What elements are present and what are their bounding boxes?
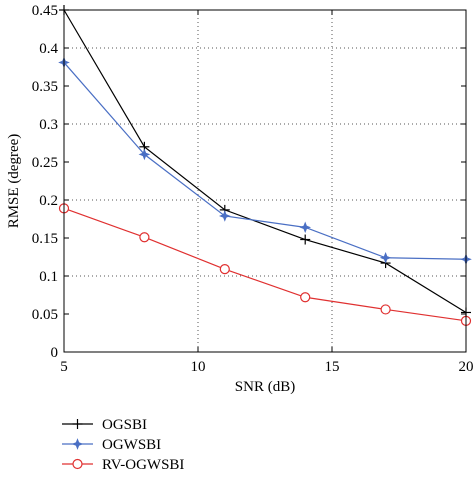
series-group [58, 5, 472, 326]
series-ogwsbi [58, 56, 472, 266]
y-tick-label: 0.1 [39, 269, 58, 285]
legend-label: OGWSBI [102, 437, 161, 453]
grid [64, 10, 466, 352]
plus-marker [72, 419, 83, 429]
y-tick-label: 0.45 [32, 3, 58, 19]
legend-label: RV-OGWSBI [102, 457, 184, 473]
legend: OGSBI OGWSBI RV-OGWSBI [62, 417, 184, 473]
y-tick-label: 0.3 [39, 117, 58, 133]
series-ogsbi [59, 5, 471, 318]
y-tick-label: 0.4 [39, 41, 58, 57]
x-tick-label: 10 [191, 359, 206, 375]
plot-frame [63, 9, 467, 353]
legend-item: OGWSBI [62, 437, 161, 453]
circle-marker [300, 292, 311, 303]
x-tick-label: 5 [60, 359, 68, 375]
star-marker [299, 221, 312, 234]
series-line [63, 207, 467, 322]
star-marker [71, 438, 84, 450]
star-marker [218, 210, 231, 222]
y-tick-label: 0.35 [32, 79, 58, 95]
x-axis-label: SNR (dB) [235, 379, 295, 395]
x-tick-label: 15 [325, 359, 340, 375]
circle-marker [219, 264, 230, 275]
legend-item: RV-OGWSBI [62, 457, 184, 473]
circle-marker [380, 304, 391, 315]
legend-item: OGSBI [62, 417, 147, 433]
y-tick-label: 0.05 [32, 307, 58, 323]
circle-marker [72, 458, 83, 470]
ticks: 5 10 15 20 0 0.05 0.1 0.15 0.2 0.25 0.3 0.35 0.4 0.45 [32, 3, 474, 375]
y-tick-label: 0.2 [39, 193, 58, 209]
star-marker [379, 251, 392, 264]
series-line [63, 9, 467, 313]
star-marker [138, 148, 151, 161]
y-tick-label: 0 [51, 345, 59, 361]
y-tick-label: 0.15 [32, 231, 58, 247]
series-line [63, 62, 467, 260]
legend-label: OGSBI [102, 417, 147, 433]
circle-marker [139, 232, 150, 243]
y-tick-label: 0.25 [32, 155, 58, 171]
series-rv-ogwsbi [58, 203, 472, 326]
x-tick-label: 20 [459, 359, 474, 375]
plus-marker [300, 234, 311, 245]
y-axis-label: RMSE (degree) [6, 134, 22, 229]
